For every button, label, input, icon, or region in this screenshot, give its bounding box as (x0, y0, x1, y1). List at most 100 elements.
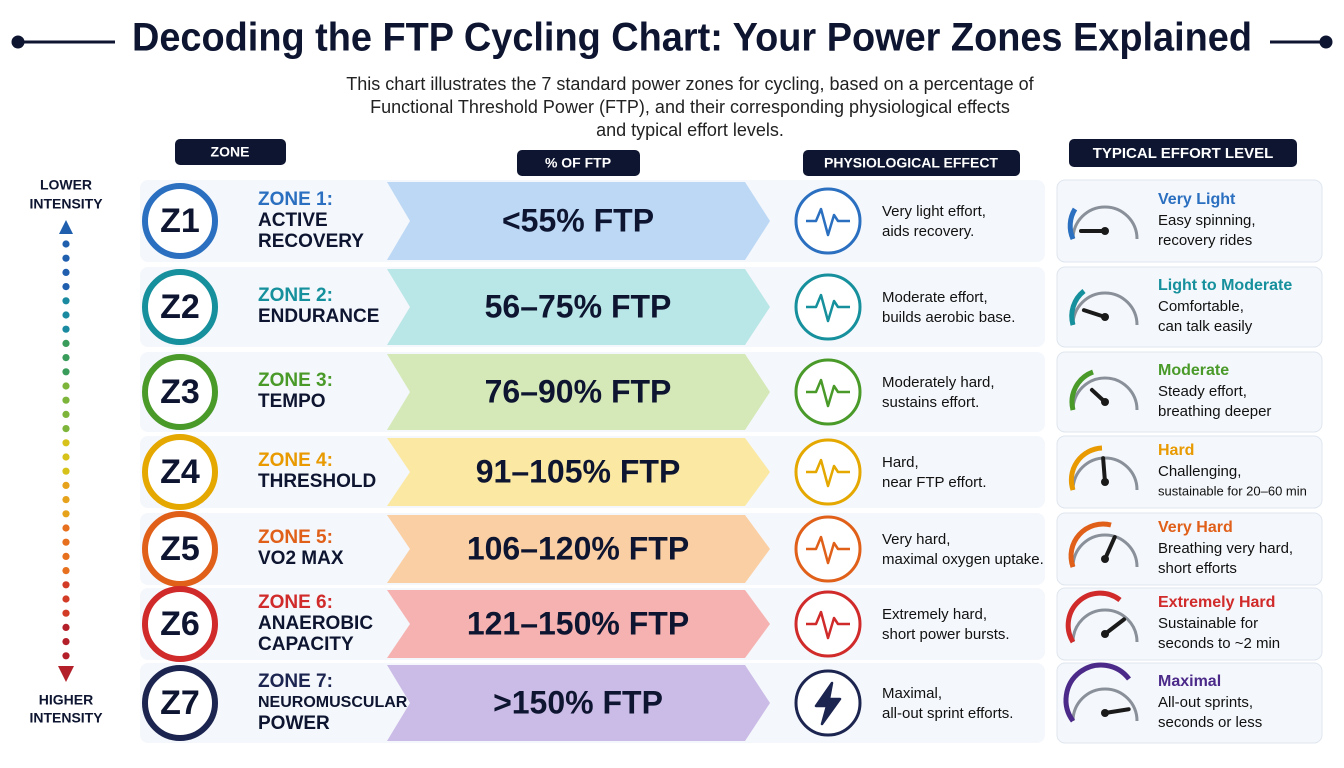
zone-name: VO2 MAX (258, 548, 344, 569)
scale-dot (62, 268, 70, 276)
scale-dot (62, 609, 70, 617)
effect-glyph (806, 293, 850, 323)
intensity-label: LOWER (40, 177, 92, 193)
zone-name: RECOVERY (258, 231, 364, 252)
scale-dot (62, 581, 70, 589)
scale-dot (62, 481, 70, 489)
zone-range: <55% FTP (502, 202, 654, 238)
scale-dot (62, 652, 70, 660)
intensity-label: INTENSITY (29, 710, 103, 726)
scale-dot (62, 240, 70, 248)
gauge-arc (1071, 205, 1139, 240)
scale-dot (62, 510, 70, 518)
zone-label: ZONE 1: (258, 189, 333, 210)
effort-panel (1056, 179, 1323, 263)
gauge-arc (1071, 687, 1139, 722)
header-pill (1069, 139, 1297, 167)
effect-text: Very light effort, (882, 203, 986, 220)
scale-dot (62, 638, 70, 646)
effect-icon (794, 590, 862, 658)
effort-panel (1056, 587, 1323, 661)
gauge-hub (1101, 709, 1109, 717)
zone-label: ZONE 6: (258, 592, 333, 613)
zone-range: 56–75% FTP (485, 288, 672, 324)
scale-dot (62, 254, 70, 262)
effect-icon (794, 515, 862, 583)
zone-row: Z7 ZONE 7: NEUROMUSCULAR POWER >150% FTP Maxi… (140, 662, 1323, 744)
effort-description: can talk easily (1158, 318, 1253, 335)
scale-dot (62, 567, 70, 575)
scale-dot (62, 538, 70, 546)
zone-badge-text: Z6 (160, 605, 200, 643)
gauge-fill (1068, 445, 1103, 491)
zone-range: 106–120% FTP (467, 530, 689, 566)
effort-description: breathing deeper (1158, 403, 1271, 420)
effort-description: short efforts (1158, 560, 1237, 577)
effect-glyph (806, 610, 850, 640)
gauge-fill (1069, 289, 1086, 326)
zone-row: Z2 ZONE 2:ENDURANCE 56–75% FTP Moderate eff… (140, 266, 1323, 348)
subtitle: and typical effort levels. (596, 120, 784, 140)
effect-text: short power bursts. (882, 626, 1010, 643)
zone-badge-text: Z4 (160, 453, 200, 491)
column-header: PHYSIOLOGICAL EFFECT (824, 155, 998, 171)
zone-name: NEUROMUSCULAR (258, 694, 408, 711)
range-band (387, 438, 770, 506)
range-band (387, 515, 770, 583)
gauge-needle (1103, 617, 1127, 636)
zone-badge (142, 354, 218, 430)
intensity-label: HIGHER (39, 692, 93, 708)
effect-icon (794, 358, 862, 426)
gauge-hub (1101, 555, 1109, 563)
scale-dot (62, 467, 70, 475)
effect-icon (794, 187, 862, 255)
gauge-arc (1071, 291, 1139, 326)
effort-panel (1056, 266, 1323, 348)
zone-badge-text: Z1 (160, 202, 200, 240)
effect-text: Moderate effort, (882, 289, 988, 306)
zone-badge-text: Z7 (160, 684, 200, 722)
gauge-hub (1101, 227, 1109, 235)
intensity-scale (58, 220, 74, 682)
zone-badge (142, 665, 218, 741)
column-header: TYPICAL EFFORT LEVEL (1093, 145, 1274, 162)
zone-row: Z5 ZONE 5:VO2 MAX 106–120% FTP Very hard, ma… (140, 511, 1323, 587)
zone-label: ZONE 5: (258, 527, 333, 548)
range-band (387, 354, 770, 430)
effect-glyph (806, 458, 850, 488)
scale-dot (62, 425, 70, 433)
effort-description: Comfortable, (1158, 298, 1244, 315)
effort-description: seconds or less (1158, 714, 1262, 731)
intensity-label: INTENSITY (29, 196, 103, 212)
effect-glyph (814, 681, 842, 726)
zone-badge (142, 586, 218, 662)
zone-label: ZONE 3: (258, 370, 333, 391)
gauge-fill (1063, 662, 1131, 723)
effort-description: Sustainable for (1158, 615, 1258, 632)
gauge-hub (1101, 313, 1109, 321)
gauge-fill (1065, 590, 1122, 644)
effort-panel (1056, 662, 1323, 744)
effort-description: seconds to ~2 min (1158, 635, 1280, 652)
gauge-arc (1071, 608, 1139, 643)
subtitle: This chart illustrates the 7 standard po… (346, 74, 1034, 94)
scale-dot (62, 453, 70, 461)
range-band (387, 269, 770, 345)
gauge-fill (1068, 521, 1112, 568)
scale-dot (62, 382, 70, 390)
effect-glyph (806, 535, 850, 565)
title-decor (11, 35, 1333, 49)
effect-text: aids recovery. (882, 223, 974, 240)
effect-text: near FTP effort. (882, 474, 987, 491)
effect-text: Maximal, (882, 685, 942, 702)
effort-level: Extremely Hard (1158, 594, 1275, 611)
scale-dot (62, 552, 70, 561)
zone-badge-text: Z5 (160, 530, 200, 568)
header-pill (517, 150, 640, 176)
zone-row: Z3 ZONE 3:TEMPO 76–90% FTP Moderately hard,… (140, 351, 1323, 433)
effort-description: Easy spinning, (1158, 212, 1256, 229)
zone-badge (142, 269, 218, 345)
zone-range: 121–150% FTP (467, 605, 689, 641)
